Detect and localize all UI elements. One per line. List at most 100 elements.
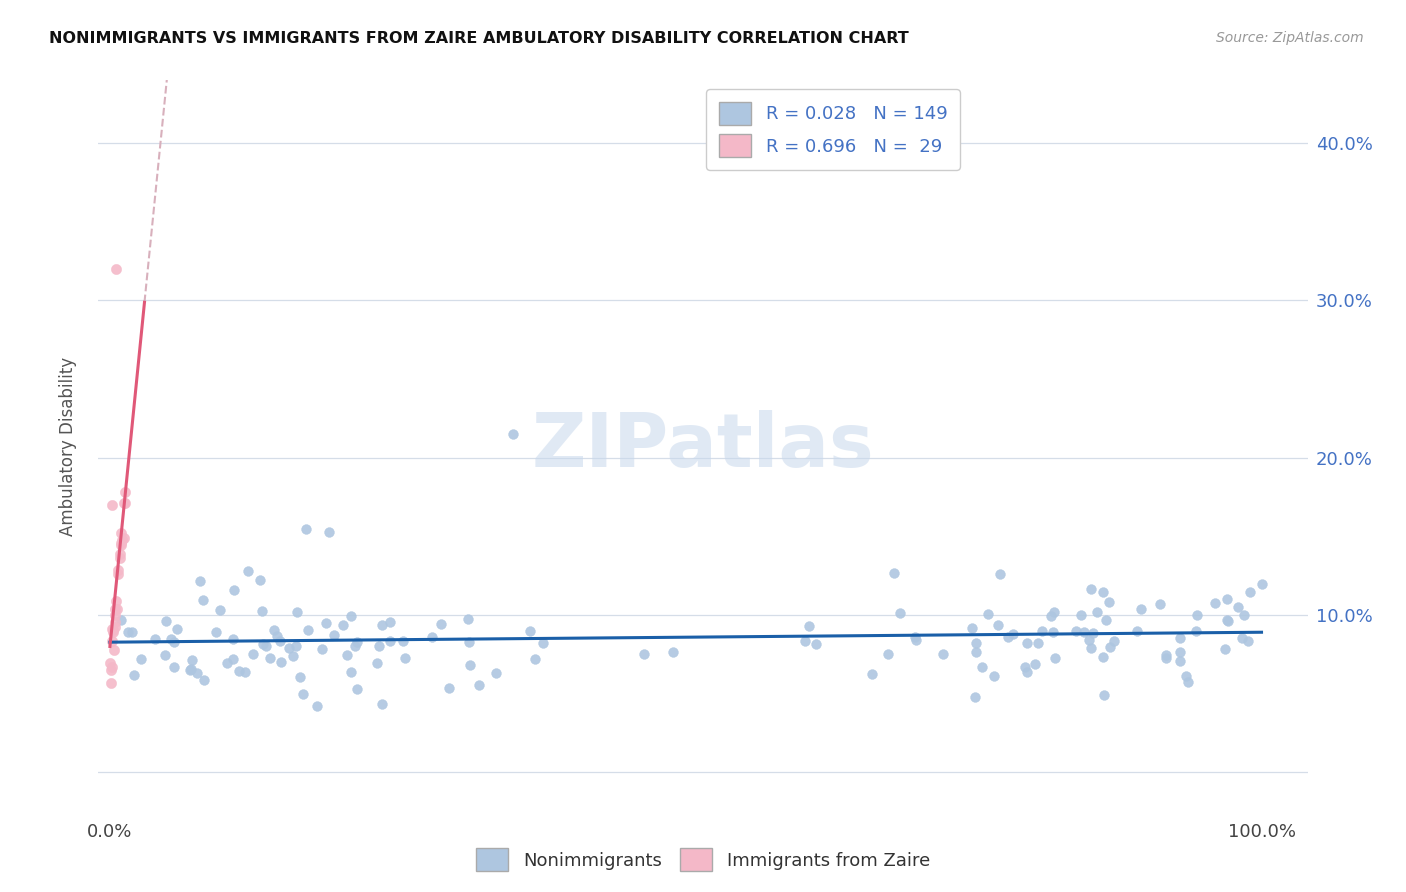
Point: [98, 656, 121, 670]
Point: [209, 603, 232, 617]
Point: [266, 629, 288, 643]
Point: [105, 594, 128, 608]
Point: [1001, 626, 1024, 640]
Text: NONIMMIGRANTS VS IMMIGRANTS FROM ZAIRE AMBULATORY DISABILITY CORRELATION CHART: NONIMMIGRANTS VS IMMIGRANTS FROM ZAIRE A…: [49, 31, 908, 46]
Point: [190, 574, 212, 589]
Point: [222, 652, 245, 666]
Point: [1094, 613, 1116, 627]
Point: [236, 564, 259, 578]
Point: [252, 637, 274, 651]
Point: [215, 656, 238, 670]
Point: [1080, 582, 1102, 597]
Point: [1156, 651, 1178, 665]
Point: [101, 622, 124, 636]
Point: [392, 634, 415, 648]
Point: [932, 647, 955, 661]
Point: [1216, 615, 1239, 629]
Point: [1098, 594, 1121, 608]
Point: [904, 630, 927, 644]
Point: [1168, 631, 1191, 645]
Point: [983, 669, 1005, 683]
Point: [346, 634, 368, 648]
Point: [1126, 624, 1149, 639]
Point: [110, 538, 132, 552]
Point: [193, 673, 215, 687]
Point: [180, 661, 202, 675]
Point: [1237, 633, 1260, 648]
Point: [193, 593, 215, 607]
Point: [371, 697, 394, 711]
Point: [254, 639, 277, 653]
Point: [259, 651, 281, 665]
Point: [311, 642, 333, 657]
Point: [101, 659, 124, 673]
Point: [181, 652, 204, 666]
Point: [278, 640, 301, 655]
Point: [179, 663, 201, 677]
Point: [458, 658, 481, 673]
Point: [889, 606, 911, 620]
Point: [121, 624, 143, 639]
Point: [987, 618, 1010, 632]
Point: [110, 613, 132, 627]
Point: [1031, 624, 1053, 638]
Point: [905, 632, 928, 647]
Point: [205, 624, 228, 639]
Point: [1092, 688, 1115, 702]
Point: [108, 547, 131, 561]
Point: [976, 607, 998, 622]
Point: [430, 616, 453, 631]
Point: [153, 648, 176, 662]
Point: [862, 666, 884, 681]
Point: [1204, 595, 1226, 609]
Point: [101, 634, 124, 648]
Point: [163, 660, 186, 674]
Point: [965, 690, 987, 704]
Point: [292, 687, 315, 701]
Point: [485, 665, 508, 680]
Point: [104, 262, 127, 277]
Point: [1085, 605, 1108, 619]
Point: [100, 676, 122, 690]
Point: [104, 601, 127, 615]
Point: [1014, 659, 1036, 673]
Point: [1168, 654, 1191, 668]
Point: [233, 665, 256, 679]
Point: [155, 614, 177, 628]
Point: [1149, 597, 1171, 611]
Point: [105, 602, 128, 616]
Point: [249, 574, 271, 588]
Point: [104, 607, 127, 622]
Point: [186, 666, 208, 681]
Point: [1175, 669, 1198, 683]
Point: [101, 623, 124, 637]
Point: [997, 630, 1019, 644]
Point: [114, 485, 136, 500]
Point: [1156, 648, 1178, 663]
Point: [1185, 624, 1208, 639]
Point: [1042, 624, 1064, 639]
Point: [284, 639, 307, 653]
Point: [437, 681, 460, 695]
Point: [110, 533, 132, 547]
Point: [1239, 584, 1261, 599]
Point: [294, 522, 316, 536]
Point: [502, 427, 524, 442]
Point: [339, 609, 361, 624]
Point: [315, 616, 337, 631]
Point: [458, 634, 481, 648]
Point: [366, 657, 388, 671]
Point: [160, 632, 183, 646]
Point: [1042, 605, 1064, 619]
Legend: Nonimmigrants, Immigrants from Zaire: Nonimmigrants, Immigrants from Zaire: [468, 841, 938, 879]
Point: [371, 618, 394, 632]
Legend: R = 0.028   N = 149, R = 0.696   N =  29: R = 0.028 N = 149, R = 0.696 N = 29: [706, 89, 960, 170]
Point: [804, 636, 827, 650]
Point: [228, 665, 250, 679]
Point: [1233, 607, 1256, 622]
Point: [122, 667, 145, 681]
Point: [110, 536, 132, 550]
Point: [1077, 633, 1099, 648]
Point: [242, 647, 264, 661]
Point: [1227, 600, 1250, 615]
